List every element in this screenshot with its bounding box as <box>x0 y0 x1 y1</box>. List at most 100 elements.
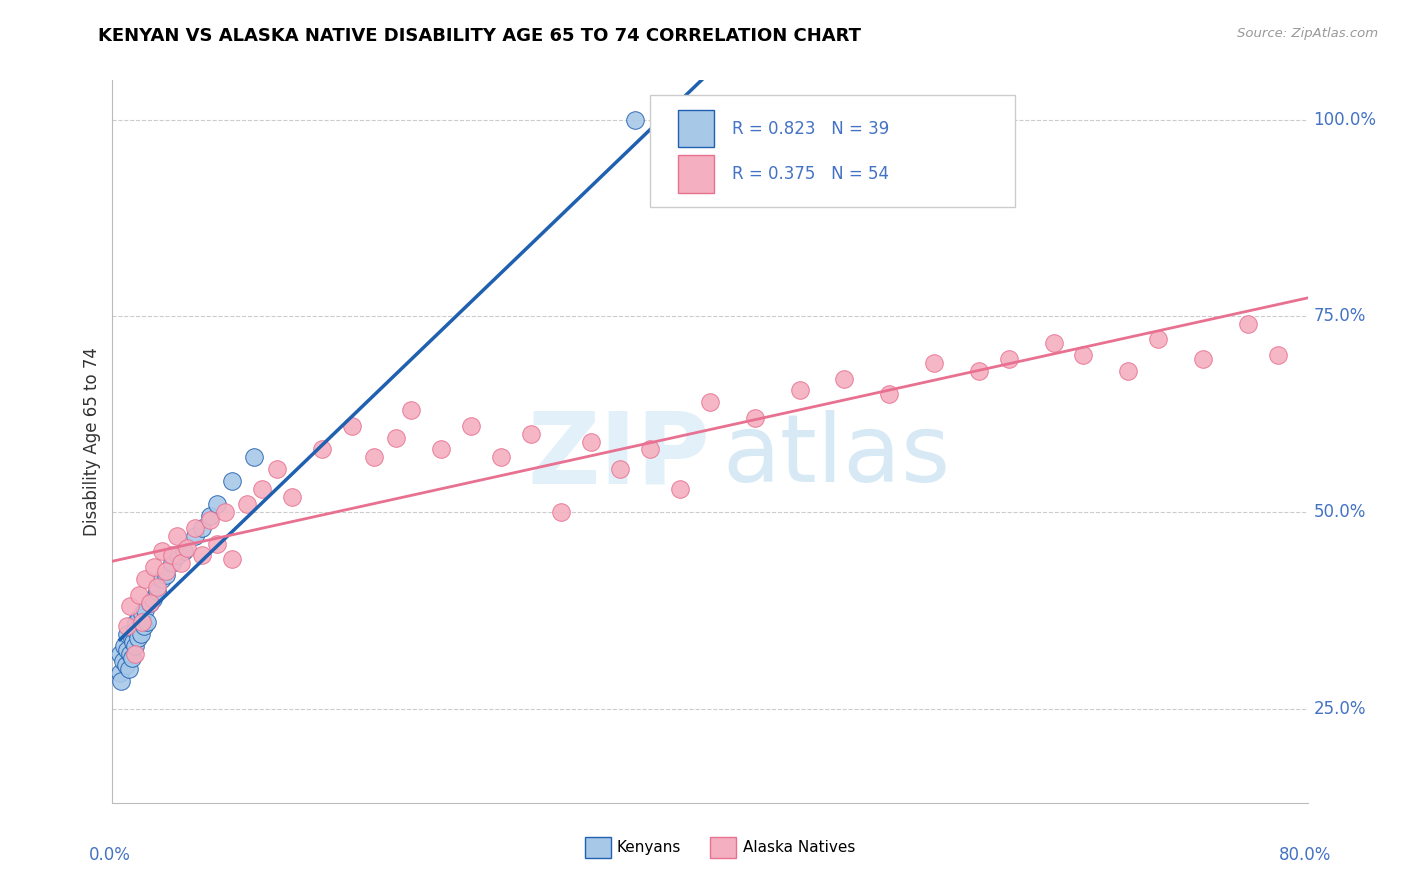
Point <box>114 639 135 653</box>
Point <box>385 431 408 445</box>
Point <box>150 572 173 586</box>
Text: 75.0%: 75.0% <box>1313 307 1367 325</box>
Point <box>1267 348 1289 362</box>
Point <box>124 639 146 653</box>
Point <box>127 631 149 645</box>
Point <box>129 627 152 641</box>
Point <box>110 674 132 689</box>
Point <box>124 647 146 661</box>
Text: 0.0%: 0.0% <box>89 847 131 864</box>
Point <box>155 564 177 578</box>
Point <box>266 462 288 476</box>
Point <box>120 647 142 661</box>
Point <box>128 611 150 625</box>
Text: R = 0.823   N = 39: R = 0.823 N = 39 <box>731 120 889 137</box>
Text: atlas: atlas <box>723 410 950 502</box>
Point <box>139 595 162 609</box>
Text: 100.0%: 100.0% <box>1313 111 1376 128</box>
Point <box>170 556 193 570</box>
Text: 80.0%: 80.0% <box>1279 847 1331 864</box>
Point <box>311 442 333 457</box>
Text: KENYAN VS ALASKA NATIVE DISABILITY AGE 65 TO 74 CORRELATION CHART: KENYAN VS ALASKA NATIVE DISABILITY AGE 6… <box>98 27 862 45</box>
Point <box>340 418 363 433</box>
Point <box>173 544 195 558</box>
Point <box>834 372 856 386</box>
Point <box>922 356 945 370</box>
Point <box>183 529 205 543</box>
Point <box>789 384 811 398</box>
Point <box>167 549 190 563</box>
Point <box>1147 333 1170 347</box>
Point <box>221 474 243 488</box>
Point <box>191 521 214 535</box>
Point <box>117 642 139 657</box>
Point <box>125 615 148 630</box>
Text: 25.0%: 25.0% <box>1313 699 1367 717</box>
Point <box>221 552 243 566</box>
Point <box>142 591 165 606</box>
Point <box>121 631 143 645</box>
Point <box>121 650 143 665</box>
Point <box>117 619 139 633</box>
Text: 50.0%: 50.0% <box>1313 503 1367 521</box>
Point <box>118 662 141 676</box>
Point <box>205 536 228 550</box>
Point <box>111 655 134 669</box>
Point <box>143 560 166 574</box>
Text: ZIP: ZIP <box>527 408 710 505</box>
Point <box>624 112 647 127</box>
Point <box>363 450 385 465</box>
Point <box>166 529 188 543</box>
Point <box>579 434 602 449</box>
Point <box>281 490 304 504</box>
Point <box>520 426 543 441</box>
FancyBboxPatch shape <box>585 837 610 858</box>
Point <box>191 549 214 563</box>
Point <box>550 505 572 519</box>
Text: Kenyans: Kenyans <box>617 840 681 855</box>
Point <box>122 635 145 649</box>
Point <box>236 497 259 511</box>
Point <box>183 521 205 535</box>
Point <box>1073 348 1095 362</box>
Point <box>108 647 131 661</box>
Point <box>131 607 153 622</box>
Point <box>1042 336 1064 351</box>
Point <box>401 403 423 417</box>
Point <box>640 442 662 457</box>
Point <box>198 509 221 524</box>
Point <box>489 450 512 465</box>
Point <box>124 623 146 637</box>
Point <box>669 482 692 496</box>
Point <box>146 583 169 598</box>
Point <box>131 615 153 630</box>
Point <box>967 364 990 378</box>
Point <box>198 513 221 527</box>
Point <box>120 599 142 614</box>
Point <box>134 572 156 586</box>
Point <box>998 352 1021 367</box>
Point <box>430 442 453 457</box>
Point <box>1118 364 1140 378</box>
Point <box>146 580 169 594</box>
Point <box>162 556 183 570</box>
Point <box>139 595 162 609</box>
Text: Source: ZipAtlas.com: Source: ZipAtlas.com <box>1237 27 1378 40</box>
Point <box>108 666 131 681</box>
Point <box>205 497 228 511</box>
Point <box>150 544 173 558</box>
Point <box>176 541 198 555</box>
FancyBboxPatch shape <box>678 110 714 147</box>
FancyBboxPatch shape <box>651 95 1015 207</box>
Point <box>721 112 744 127</box>
Point <box>155 568 177 582</box>
FancyBboxPatch shape <box>710 837 737 858</box>
Point <box>879 387 901 401</box>
Point <box>744 411 766 425</box>
Point <box>214 505 236 519</box>
Point <box>115 658 138 673</box>
Point <box>128 588 150 602</box>
Text: R = 0.375   N = 54: R = 0.375 N = 54 <box>731 165 889 183</box>
Point <box>1192 352 1215 367</box>
Text: Alaska Natives: Alaska Natives <box>744 840 856 855</box>
